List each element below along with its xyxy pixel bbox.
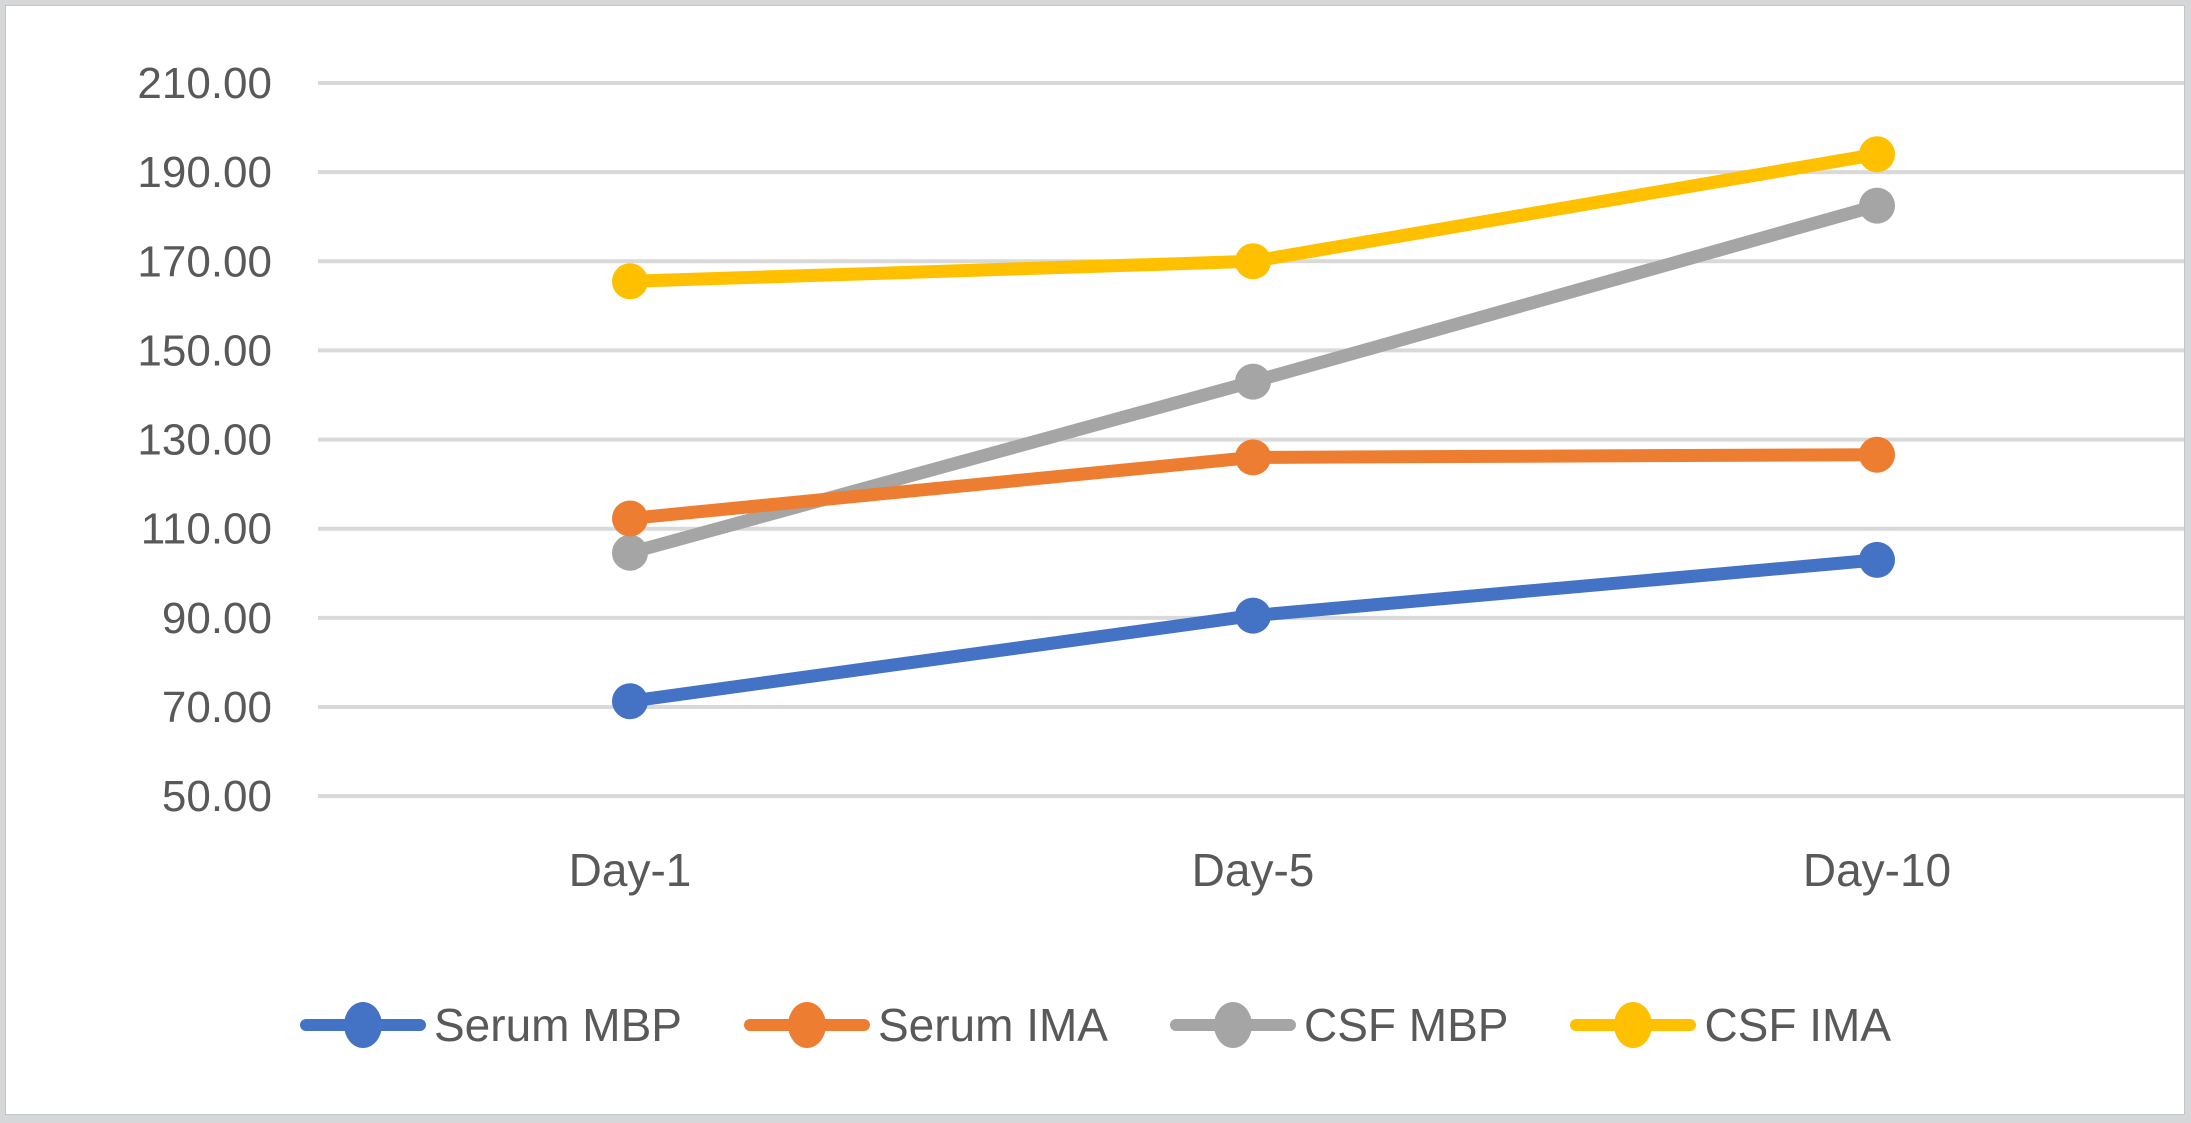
data-point-serum-mbp-day-1 [612, 683, 648, 720]
legend-item-label: Serum MBP [433, 999, 682, 1051]
y-axis-tick-150: 150.00 [137, 326, 272, 375]
data-point-csf-ima-day-10 [1859, 136, 1895, 173]
y-axis-tick-110: 110.00 [141, 505, 272, 554]
chart-legend: Serum MBP Serum IMA CSF MBP CSF IMA [0, 998, 2191, 1052]
data-point-csf-ima-day-5 [1235, 243, 1271, 280]
legend-item-label: Serum IMA [877, 999, 1108, 1051]
legend-item-label: CSF IMA [1704, 999, 1892, 1051]
legend-item-label: CSF MBP [1303, 999, 1509, 1051]
data-point-csf-ima-day-1 [612, 263, 648, 300]
legend-line-marker-icon [1570, 1002, 1697, 1048]
data-point-serum-ima-day-5 [1235, 439, 1271, 476]
legend-item-csf-ima: CSF IMA [1570, 998, 1891, 1052]
data-point-serum-mbp-day-5 [1235, 597, 1271, 634]
y-axis-tick-50: 50.00 [162, 772, 272, 821]
data-point-serum-mbp-day-10 [1859, 541, 1895, 578]
y-axis-tick-210: 210.00 [137, 59, 272, 108]
legend-item-serum-mbp: Serum MBP [299, 998, 682, 1052]
x-axis-label-day-10: Day-10 [1803, 844, 1951, 896]
y-axis-tick-90: 90.00 [162, 594, 272, 643]
data-point-serum-ima-day-1 [612, 500, 648, 537]
data-point-csf-mbp-day-1 [612, 534, 648, 571]
legend-line-marker-icon [299, 1002, 426, 1048]
legend-item-serum-ima: Serum IMA [743, 998, 1108, 1052]
legend-line-marker-icon [743, 1002, 870, 1048]
data-point-csf-mbp-day-10 [1859, 187, 1895, 224]
y-axis-tick-70: 70.00 [162, 683, 272, 732]
y-axis-tick-190: 190.00 [137, 148, 272, 197]
data-point-serum-ima-day-10 [1859, 436, 1895, 473]
data-point-csf-mbp-day-5 [1235, 363, 1271, 400]
x-axis-label-day-5: Day-5 [1192, 844, 1315, 896]
y-axis-tick-130: 130.00 [137, 416, 272, 465]
legend-line-marker-icon [1169, 1002, 1296, 1048]
legend-item-csf-mbp: CSF MBP [1169, 998, 1509, 1052]
x-axis-label-day-1: Day-1 [569, 844, 692, 896]
y-axis-tick-170: 170.00 [137, 237, 272, 286]
